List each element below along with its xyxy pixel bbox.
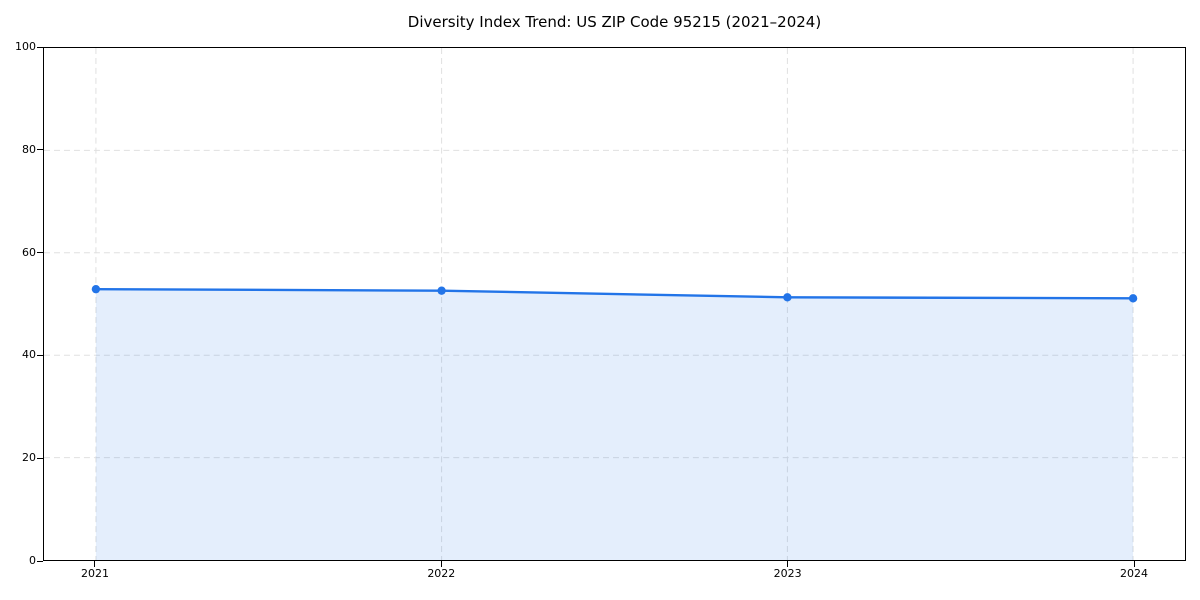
y-tick-label: 80 xyxy=(22,142,36,156)
data-point-marker xyxy=(783,293,792,302)
data-point-marker xyxy=(437,286,446,295)
y-tick-label: 100 xyxy=(15,40,36,53)
x-tick-label: 2021 xyxy=(80,567,109,580)
x-tick-label: 2023 xyxy=(773,567,802,580)
x-tick-mark xyxy=(440,561,442,567)
line-chart-svg xyxy=(44,48,1185,560)
chart-title: Diversity Index Trend: US ZIP Code 95215… xyxy=(407,13,822,31)
y-tick-mark xyxy=(37,46,43,48)
area-fill xyxy=(95,289,1134,560)
y-tick-mark xyxy=(37,560,43,562)
x-tick-mark xyxy=(94,561,96,567)
y-tick-label: 20 xyxy=(22,451,36,465)
plot-area xyxy=(43,47,1186,561)
y-tick-mark xyxy=(37,457,43,459)
data-point-marker xyxy=(91,284,101,294)
y-tick-mark xyxy=(37,252,43,254)
data-point-marker xyxy=(1128,294,1138,303)
y-tick-mark xyxy=(37,149,43,151)
y-tick-label: 0 xyxy=(29,554,36,567)
y-tick-label: 40 xyxy=(22,348,36,362)
x-tick-label: 2022 xyxy=(427,567,456,580)
x-tick-mark xyxy=(1133,561,1135,567)
x-tick-mark xyxy=(787,561,789,567)
y-tick-label: 60 xyxy=(22,245,36,259)
trend-line xyxy=(94,287,1135,300)
y-tick-mark xyxy=(37,354,43,356)
x-tick-label: 2024 xyxy=(1120,567,1149,580)
